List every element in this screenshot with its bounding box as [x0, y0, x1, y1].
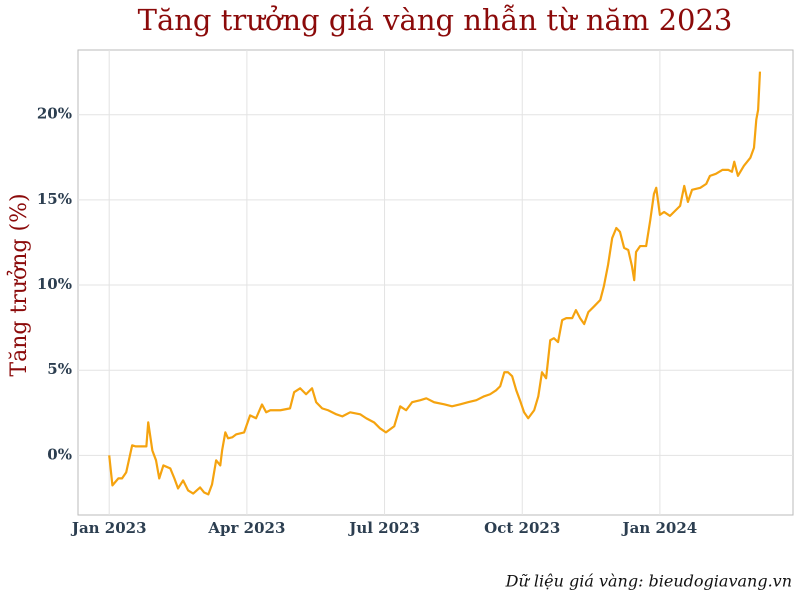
x-tick-label: Jan 2023	[70, 519, 147, 537]
y-tick-label: 0%	[47, 445, 72, 463]
y-tick-label: 10%	[37, 275, 72, 293]
y-tick-label: 20%	[37, 105, 72, 123]
chart-title: Tăng trưởng giá vàng nhẫn từ năm 2023	[138, 3, 733, 37]
y-tick-label: 5%	[47, 360, 72, 378]
x-tick-label: Jan 2024	[621, 519, 698, 537]
y-tick-label: 15%	[37, 190, 72, 208]
x-tick-label: Apr 2023	[207, 519, 285, 537]
caption: Dữ liệu giá vàng: bieudogiavang.vn	[505, 572, 792, 591]
y-axis-label: Tăng trưởng (%)	[6, 193, 32, 376]
data-line	[108, 71, 762, 496]
plot-area	[77, 49, 794, 516]
x-tick-label: Oct 2023	[484, 519, 560, 537]
x-tick-label: Jul 2023	[347, 519, 420, 537]
